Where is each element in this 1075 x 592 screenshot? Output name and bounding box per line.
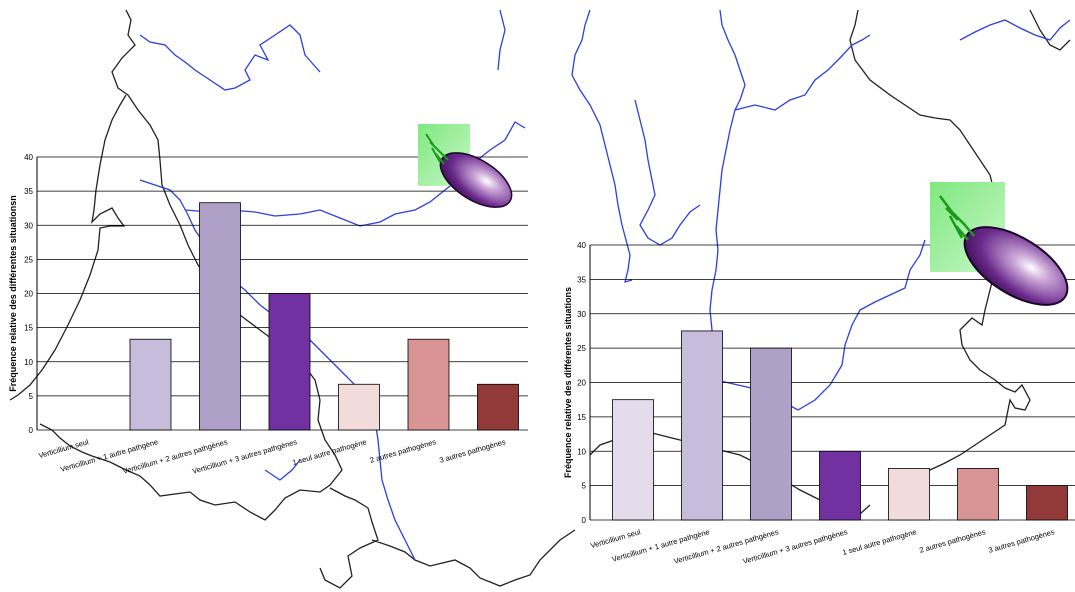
y-tick-label: 25: [577, 344, 586, 353]
bar-6: [407, 338, 450, 431]
y-tick-label: 40: [577, 241, 586, 250]
category-label: 3 autres pathogènes: [438, 437, 506, 465]
bar-7: [1026, 485, 1068, 521]
bar-1: [612, 399, 654, 521]
category-label: 1 seul autre pathogène: [841, 527, 917, 557]
eggplant-icon-stem: [425, 133, 449, 165]
bar-6: [957, 468, 999, 521]
y-tick-label: 15: [24, 324, 33, 333]
bar-4: [268, 293, 311, 431]
bar-7: [477, 383, 519, 431]
y-tick-label: 20: [24, 290, 33, 299]
eggplant-icon: [930, 182, 1069, 306]
y-tick-label: 10: [577, 447, 586, 456]
y-axis-title: Fréquence relative des différentes situa…: [563, 287, 573, 478]
y-tick-label: 40: [24, 153, 33, 162]
y-tick-label: 35: [577, 275, 586, 284]
y-tick-label: 25: [24, 255, 33, 264]
y-tick-label: 20: [577, 379, 586, 388]
eggplant-icon-body: [963, 226, 1069, 306]
category-label: 3 autres pathogènes: [987, 527, 1055, 555]
bar-2: [129, 338, 172, 431]
eggplant-icon-body: [439, 152, 513, 208]
y-tick-label: 5: [582, 482, 587, 491]
y-tick-label: 0: [29, 426, 34, 435]
y-tick-label: 5: [29, 392, 34, 401]
bar-3: [750, 347, 792, 521]
y-tick-label: 35: [24, 187, 33, 196]
eggplant-icon: [418, 124, 513, 208]
bar-5: [888, 468, 930, 521]
y-tick-label: 15: [577, 413, 586, 422]
bar-4: [819, 450, 861, 521]
bar-3: [199, 202, 241, 431]
bar-2: [681, 330, 723, 521]
category-label: Verticillium seul: [589, 527, 641, 550]
left-map-river: [139, 9, 526, 561]
y-tick-label: 30: [577, 310, 586, 319]
eggplant-icon-stem: [939, 195, 975, 241]
bar-5: [338, 383, 380, 431]
y-tick-label: 0: [582, 516, 587, 525]
y-tick-label: 10: [24, 358, 33, 367]
category-label: 1 seul autre pathogène: [291, 437, 367, 467]
category-label: 2 autres pathogènes: [918, 527, 986, 555]
y-axis-title: Fréquence relative des différentes situa…: [8, 195, 18, 392]
y-tick-label: 30: [24, 221, 33, 230]
